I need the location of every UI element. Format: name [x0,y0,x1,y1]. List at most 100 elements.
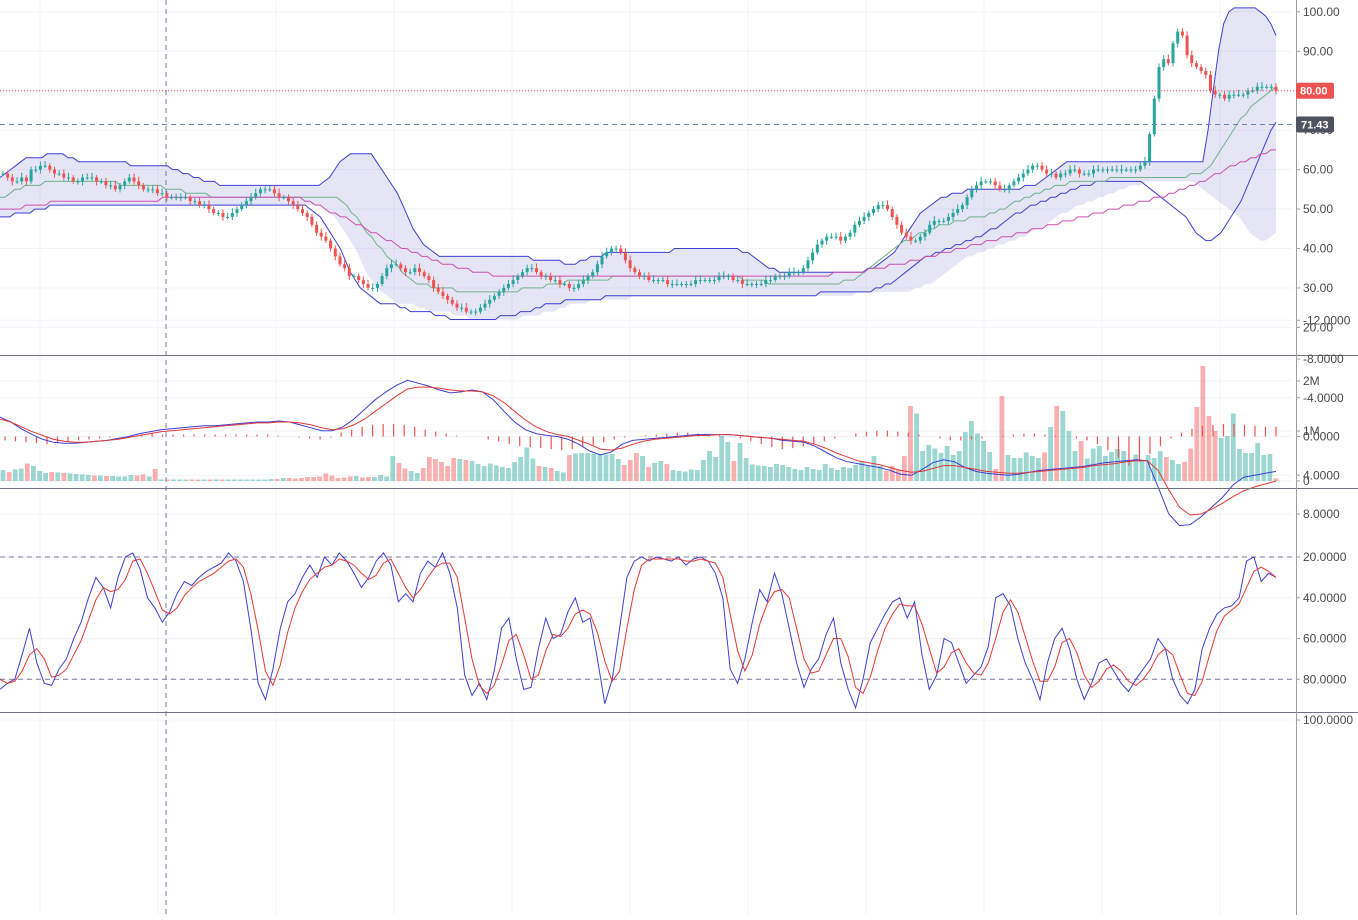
candle-body [1237,94,1240,96]
volume-bar [165,479,170,481]
candle-body [1007,185,1011,190]
candle-body [979,181,983,186]
volume-bar [73,474,79,481]
candle-body [829,236,833,238]
candle-body [10,177,14,182]
candle-body [99,181,103,183]
volume-bar [213,479,219,481]
stochastic-band [0,556,1296,680]
volume-bar [603,454,609,481]
candle-body [179,197,183,199]
volume-bar [1194,407,1200,481]
candle-body [736,280,740,282]
volume-bar [414,473,420,481]
candle-body [305,213,309,217]
volume-bar [91,475,97,481]
volume-bar [146,476,152,481]
volume-bar [828,468,834,481]
volume-bar [1115,449,1120,481]
candle-body [834,236,838,238]
volume-bar [1230,413,1236,481]
candle-body [1194,63,1198,67]
candle-body [357,276,361,280]
candle-body [708,280,712,282]
candle-body [1227,94,1231,99]
candle-body [113,185,117,190]
candle-body [666,280,670,284]
volume-bar [445,466,450,481]
candle-body [535,268,538,273]
axis-label-volume: 0 [1303,474,1310,488]
candle-body [1045,169,1049,174]
candle-body [825,236,829,241]
axis-label-price: 100.00 [1303,5,1340,19]
volume-bar [359,477,365,481]
candle-body [652,280,655,282]
candle-body [71,177,75,182]
volume-bar [85,475,91,481]
volume-bar [518,457,524,481]
candle-body [956,209,960,213]
candle-body [1274,86,1278,91]
volume-bar [920,451,926,481]
candle-body [268,189,272,191]
candle-body [703,280,707,282]
candle-body [193,201,197,203]
candle-body [333,248,337,257]
volume-bar [335,478,341,481]
candle-body [155,189,159,194]
volume-bar [493,465,499,481]
candle-body [1265,86,1269,88]
volume-bar [1072,451,1078,481]
volume-bar [871,456,877,481]
candle-body [198,201,202,206]
volume-bar [542,467,548,481]
candle-body [1209,74,1212,91]
volume-bar [1218,438,1224,481]
candle-body [436,287,440,292]
candle-body [698,280,702,282]
axis-label-stoch: 100.0000 [1303,713,1353,727]
volume-bar [962,432,968,481]
candle-body [483,303,487,308]
stochastic-line-pct-k [0,551,1277,710]
volume-bar [755,465,761,481]
candle-body [492,295,496,300]
volume-bar [859,461,865,481]
volume-bar [402,468,408,481]
candle-body [6,173,10,178]
candle-body [577,284,581,288]
candle-body [904,232,908,237]
candle-body [619,248,623,253]
candle-body [853,224,857,233]
candle-body [53,169,56,174]
candle-body [797,272,801,274]
volume-bar [219,479,225,481]
candle-body [455,303,459,308]
candle-body [553,280,557,282]
candle-body [394,264,398,266]
volume-bar [299,478,304,481]
volume-bar [774,464,779,481]
candle-body [146,189,150,191]
volume-bar [579,453,584,481]
candle-body [329,240,333,249]
volume-bar [713,457,718,481]
volume-bar [463,460,469,481]
volume-bar [268,479,274,481]
volume-bar [158,479,164,481]
volume-bar [49,472,55,481]
volume-bar [1029,456,1035,481]
axis-label-price: 60.00 [1303,163,1333,177]
candle-body [1162,59,1166,68]
candle-body [684,284,688,285]
candle-body [422,272,426,277]
volume-bar [1054,406,1060,481]
candle-body [446,295,450,300]
volume-bar [554,471,560,481]
volume-bar [341,477,347,481]
volume-bar [914,413,919,481]
volume-bar [61,473,67,481]
